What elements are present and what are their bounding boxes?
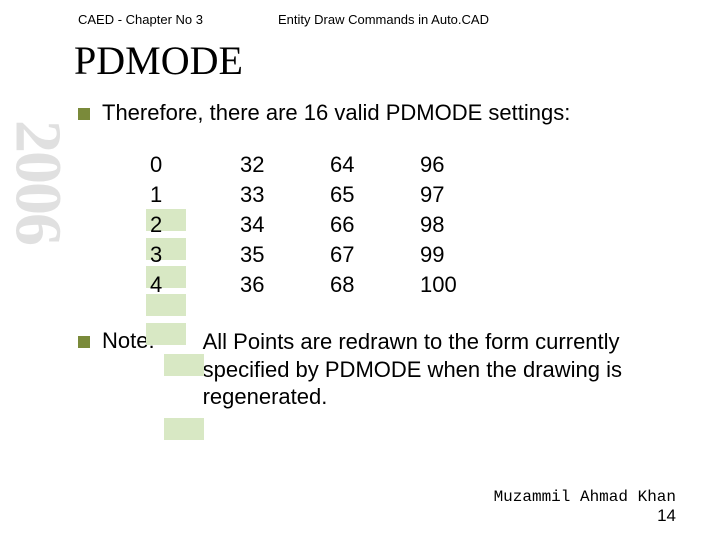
table-row: 2 34 66 98 [150, 210, 510, 240]
table-cell: 97 [420, 180, 510, 210]
table-cell: 66 [330, 210, 420, 240]
table-cell: 3 [150, 240, 240, 270]
table-cell: 34 [240, 210, 330, 240]
table-cell: 65 [330, 180, 420, 210]
pdmode-table-wrap: 0 32 64 96 1 33 65 97 2 34 66 98 3 35 67 [150, 150, 680, 300]
header-topic: Entity Draw Commands in Auto.CAD [278, 12, 489, 27]
slide-header: CAED - Chapter No 3 Entity Draw Commands… [0, 0, 720, 31]
table-cell: 98 [420, 210, 510, 240]
sidebar-year: 2006 [8, 120, 67, 244]
table-cell: 4 [150, 270, 240, 300]
page-title: PDMODE [0, 31, 720, 100]
table-row: 1 33 65 97 [150, 180, 510, 210]
table-cell: 2 [150, 210, 240, 240]
pdmode-table: 0 32 64 96 1 33 65 97 2 34 66 98 3 35 67 [150, 150, 510, 300]
footer-page-number: 14 [494, 506, 676, 526]
table-cell: 0 [150, 150, 240, 180]
slide-content: Therefore, there are 16 valid PDMODE set… [0, 100, 720, 411]
highlight-box [164, 418, 204, 440]
intro-bullet: Therefore, there are 16 valid PDMODE set… [78, 100, 680, 126]
highlight-box [164, 354, 204, 376]
table-cell: 35 [240, 240, 330, 270]
table-cell: 100 [420, 270, 510, 300]
table-cell: 32 [240, 150, 330, 180]
slide-footer: Muzammil Ahmad Khan 14 [494, 488, 676, 526]
table-cell: 1 [150, 180, 240, 210]
note-text: All Points are redrawn to the form curre… [203, 328, 680, 411]
table-cell: 64 [330, 150, 420, 180]
table-row: 3 35 67 99 [150, 240, 510, 270]
bullet-square-icon [78, 336, 90, 348]
table-cell: 99 [420, 240, 510, 270]
intro-text: Therefore, there are 16 valid PDMODE set… [102, 100, 570, 126]
table-row: 4 36 68 100 [150, 270, 510, 300]
bullet-square-icon [78, 108, 90, 120]
table-row: 0 32 64 96 [150, 150, 510, 180]
table-cell: 96 [420, 150, 510, 180]
footer-author: Muzammil Ahmad Khan [494, 488, 676, 506]
header-chapter: CAED - Chapter No 3 [78, 12, 278, 27]
table-cell: 36 [240, 270, 330, 300]
table-cell: 68 [330, 270, 420, 300]
table-cell: 33 [240, 180, 330, 210]
highlight-box [146, 323, 186, 345]
table-cell: 67 [330, 240, 420, 270]
